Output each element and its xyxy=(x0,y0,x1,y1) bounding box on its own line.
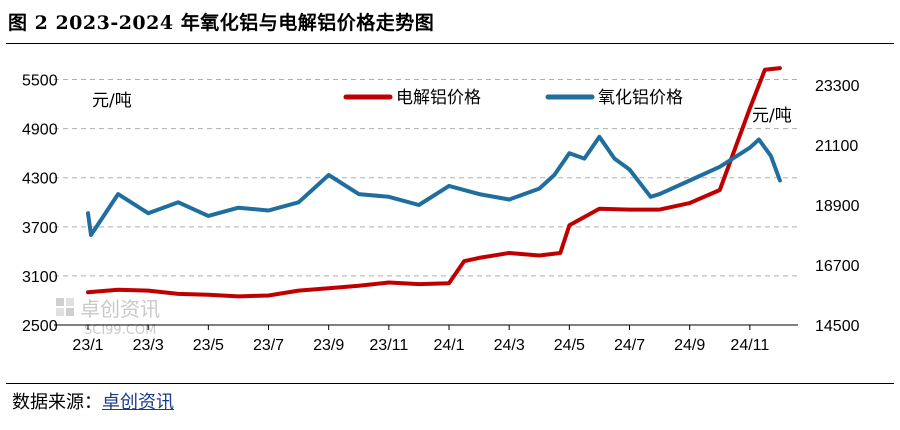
right-tick-label: 21100 xyxy=(815,138,858,155)
x-tick-label: 24/5 xyxy=(554,337,585,354)
watermark-logo: 卓创资讯 SCI99.COM xyxy=(56,297,160,338)
right-tick-label: 18900 xyxy=(815,198,860,215)
source-label: 数据来源： xyxy=(12,392,102,413)
left-tick-label: 4300 xyxy=(22,171,58,188)
x-tick-label: 24/1 xyxy=(433,337,464,354)
x-tick-label: 24/9 xyxy=(674,337,705,354)
right-axis: 14500 16700 18900 21100 23300 xyxy=(815,78,860,335)
left-tick-label: 2500 xyxy=(22,318,58,335)
x-tick-label: 24/7 xyxy=(614,337,645,354)
title-rule xyxy=(6,43,894,44)
left-tick-label: 3100 xyxy=(22,269,58,286)
series-lines xyxy=(86,66,782,299)
chart-title: 图 2 2023-2024 年氧化铝与电解铝价格走势图 xyxy=(8,12,435,34)
data-source: 数据来源：卓创资讯 xyxy=(12,388,174,414)
watermark-name: 卓创资讯 xyxy=(80,297,160,321)
right-unit-label: 元/吨 xyxy=(752,106,792,126)
left-tick-label: 5500 xyxy=(22,73,58,90)
left-axis: 2500 3100 3700 4300 4900 5500 xyxy=(22,73,58,335)
legend-label-alumina: 氧化铝价格 xyxy=(598,88,683,108)
watermark-url: SCI99.COM xyxy=(84,323,156,338)
left-unit-label: 元/吨 xyxy=(92,91,132,111)
right-tick-label: 23300 xyxy=(815,78,860,95)
gridlines xyxy=(54,79,798,277)
right-tick-label: 14500 xyxy=(815,318,860,335)
x-tick-label: 23/3 xyxy=(133,337,164,354)
legend-label-aluminum: 电解铝价格 xyxy=(396,88,481,108)
x-tick-label: 23/1 xyxy=(72,337,103,354)
footer-rule xyxy=(6,383,894,384)
x-axis: 23/1 23/3 23/5 23/7 23/9 23/11 24/1 24/3 24/5 24/… xyxy=(72,325,769,354)
left-tick-label: 4900 xyxy=(22,122,58,139)
source-link[interactable]: 卓创资讯 xyxy=(102,392,174,413)
right-tick-label: 16700 xyxy=(815,258,860,275)
x-tick-label: 23/7 xyxy=(253,337,284,354)
x-tick-label: 23/11 xyxy=(369,337,408,354)
x-tick-label: 24/11 xyxy=(730,337,769,354)
series-line-aluminum xyxy=(86,66,782,299)
x-tick-label: 24/3 xyxy=(494,337,525,354)
left-tick-label: 3700 xyxy=(22,220,58,237)
x-tick-label: 23/5 xyxy=(193,337,224,354)
legend: 电解铝价格 氧化铝价格 xyxy=(343,88,683,108)
x-tick-label: 23/9 xyxy=(313,337,344,354)
series-line-alumina xyxy=(86,134,782,237)
